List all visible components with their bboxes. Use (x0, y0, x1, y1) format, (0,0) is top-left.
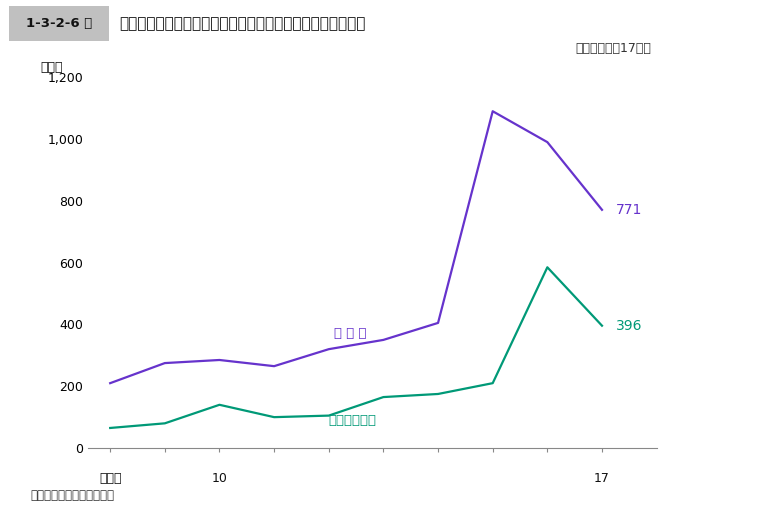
Text: （平成８年～17年）: （平成８年～17年） (575, 42, 651, 55)
Text: 出資法違反・貸金業規制法違反の検察庁新規受理人員の推移: 出資法違反・貸金業規制法違反の検察庁新規受理人員の推移 (119, 15, 366, 31)
Text: 1-3-2-6 図: 1-3-2-6 図 (26, 16, 92, 30)
Text: 貸金業規制法: 貸金業規制法 (329, 414, 377, 427)
Text: 注　検察統計年報による。: 注 検察統計年報による。 (31, 489, 114, 502)
FancyBboxPatch shape (9, 6, 109, 41)
Text: 17: 17 (594, 472, 610, 485)
Text: （人）: （人） (40, 61, 62, 74)
Text: 出 資 法: 出 資 法 (334, 327, 367, 340)
Text: 10: 10 (211, 472, 227, 485)
Text: 396: 396 (616, 319, 642, 333)
Text: 771: 771 (616, 203, 642, 217)
Text: 平成８: 平成８ (99, 472, 121, 485)
